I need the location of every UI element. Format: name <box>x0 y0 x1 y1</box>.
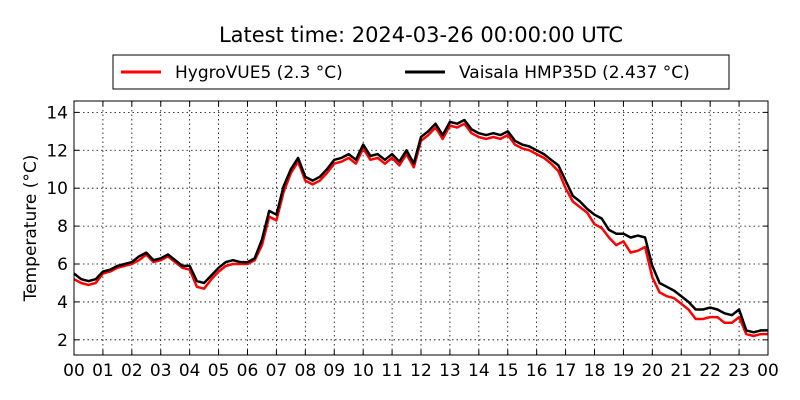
x-tick-label: 19 <box>613 361 635 381</box>
x-tick-label: 20 <box>642 361 664 381</box>
x-tick-label: 00 <box>757 361 779 381</box>
y-tick-label: 2 <box>57 331 68 351</box>
x-tick-label: 13 <box>439 361 461 381</box>
legend-label-vaisala: Vaisala HMP35D (2.437 °C) <box>459 63 690 83</box>
x-tick-label: 14 <box>468 361 490 381</box>
y-axis-label: Temperature (°C) <box>21 155 41 303</box>
x-tick-label: 02 <box>121 361 143 381</box>
y-tick-label: 8 <box>57 217 68 237</box>
x-tick-label: 11 <box>381 361 403 381</box>
x-tick-label: 01 <box>92 361 114 381</box>
x-tick-label: 16 <box>526 361 548 381</box>
axis-ticks: 00 01 02 03 04 05 06 07 08 09 10 11 12 13 14 15 16 17 18 19… <box>46 101 779 381</box>
legend-label-hygrovue5: HygroVUE5 (2.3 °C) <box>175 63 343 83</box>
series-lines <box>73 118 768 338</box>
x-tick-label: 05 <box>208 361 230 381</box>
x-tick-label: 10 <box>352 361 374 381</box>
y-tick-label: 12 <box>46 141 68 161</box>
grid <box>74 101 768 355</box>
x-tick-label: 12 <box>410 361 432 381</box>
x-tick-label: 18 <box>584 361 606 381</box>
x-tick-label: 06 <box>237 361 259 381</box>
y-tick-label: 10 <box>46 179 68 199</box>
x-tick-label: 17 <box>555 361 577 381</box>
x-tick-label: 22 <box>699 361 721 381</box>
x-tick-label: 00 <box>63 361 85 381</box>
y-tick-label: 14 <box>46 103 68 123</box>
x-tick-label: 08 <box>295 361 317 381</box>
series-line-vaisala <box>73 118 768 334</box>
x-tick-label: 21 <box>670 361 692 381</box>
x-tick-label: 23 <box>728 361 750 381</box>
x-tick-label: 04 <box>179 361 201 381</box>
y-tick-label: 4 <box>57 293 68 313</box>
chart-title: Latest time: 2024-03-26 00:00:00 UTC <box>219 23 623 47</box>
x-tick-label: 03 <box>150 361 172 381</box>
x-tick-label: 15 <box>497 361 519 381</box>
legend: HygroVUE5 (2.3 °C) Vaisala HMP35D (2.437… <box>112 54 730 90</box>
x-tick-label: 09 <box>323 361 345 381</box>
y-tick-label: 6 <box>57 255 68 275</box>
x-tick-label: 07 <box>266 361 288 381</box>
